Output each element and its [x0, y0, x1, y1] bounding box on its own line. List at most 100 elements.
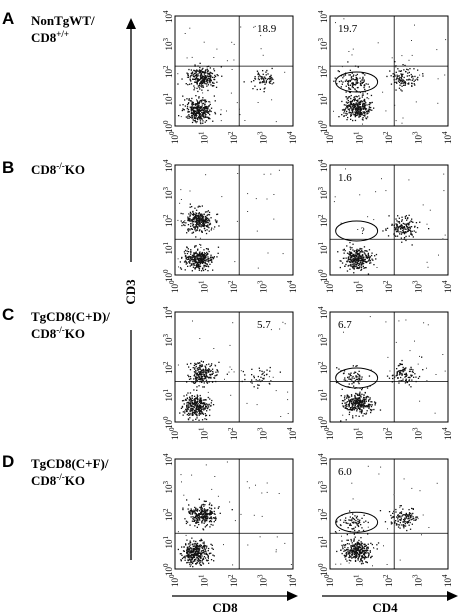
event-dot	[197, 223, 199, 225]
event-dot	[263, 79, 265, 81]
event-dot	[405, 319, 407, 321]
event-dot	[359, 262, 361, 264]
event-dot	[198, 96, 200, 98]
event-dot	[409, 350, 411, 352]
event-dot	[360, 83, 362, 85]
event-dot	[201, 521, 203, 523]
event-dot	[360, 558, 362, 560]
event-dot	[200, 117, 203, 120]
event-dot	[363, 558, 366, 560]
event-dot	[418, 375, 421, 378]
event-dot	[201, 103, 203, 105]
event-dot	[387, 528, 388, 530]
event-dot	[352, 85, 354, 87]
x-tick-label: 101	[353, 574, 365, 587]
event-dot	[196, 373, 198, 375]
event-dot	[353, 114, 355, 116]
event-dot	[194, 214, 197, 216]
event-dot	[189, 262, 191, 264]
event-dot	[200, 550, 202, 552]
event-dot	[211, 517, 213, 519]
event-dot	[201, 371, 203, 373]
event-dot	[370, 556, 372, 558]
event-dot	[190, 516, 192, 518]
event-dot	[284, 323, 286, 325]
event-dot	[190, 362, 192, 365]
event-dot	[359, 519, 361, 521]
panel-genotype-label: NonTgWT/	[31, 13, 95, 28]
event-dot	[266, 78, 269, 80]
event-dot	[394, 61, 396, 63]
event-dot	[206, 514, 209, 516]
event-dot	[408, 379, 411, 381]
event-dot	[352, 243, 354, 245]
event-dot	[364, 551, 366, 554]
event-dot	[196, 515, 198, 518]
event-dot	[200, 72, 202, 74]
event-dot	[357, 229, 359, 230]
event-dot	[194, 382, 196, 384]
event-dot	[190, 213, 192, 215]
event-dot	[199, 205, 201, 208]
event-dot	[203, 500, 205, 502]
event-dot	[198, 265, 200, 267]
event-dot	[405, 378, 407, 380]
event-dot	[359, 109, 361, 111]
event-dot	[402, 82, 404, 84]
event-dot	[196, 401, 198, 403]
event-dot	[351, 72, 353, 74]
event-dot	[192, 554, 194, 557]
event-dot	[205, 263, 207, 265]
event-dot	[359, 247, 361, 250]
event-dot	[362, 103, 364, 105]
event-dot	[354, 103, 356, 105]
event-dot	[184, 410, 186, 412]
event-dot	[351, 403, 354, 406]
event-dot	[196, 550, 198, 553]
event-dot	[363, 112, 366, 114]
event-dot	[216, 74, 218, 76]
y-tick-label: 102	[317, 214, 329, 227]
event-dot	[198, 518, 201, 520]
event-dot	[186, 104, 189, 106]
event-dot	[202, 550, 204, 552]
event-dot	[393, 494, 395, 496]
event-dot	[200, 74, 203, 76]
event-dot	[197, 106, 199, 108]
event-dot	[357, 401, 359, 404]
event-dot	[395, 341, 397, 343]
event-dot	[408, 512, 411, 514]
event-dot	[196, 549, 198, 552]
event-dot	[205, 518, 208, 520]
event-dot	[360, 258, 363, 260]
event-dot	[236, 102, 238, 104]
event-dot	[353, 518, 356, 521]
event-dot	[210, 377, 212, 379]
event-dot	[201, 77, 203, 80]
event-dot	[407, 518, 409, 520]
event-dot	[218, 225, 220, 227]
event-dot	[195, 401, 197, 403]
event-dot	[233, 43, 235, 45]
event-dot	[370, 254, 373, 257]
event-dot	[352, 103, 355, 105]
event-dot	[349, 258, 351, 261]
event-dot	[404, 514, 406, 516]
panel-genotype-label: CD8+/+	[31, 29, 69, 45]
event-dot	[193, 549, 195, 551]
event-dot	[352, 404, 355, 406]
event-dot	[209, 76, 212, 78]
event-dot	[343, 550, 345, 552]
event-dot	[343, 370, 346, 372]
event-dot	[203, 225, 205, 227]
event-dot	[197, 398, 199, 400]
event-dot	[368, 555, 370, 557]
event-dot	[195, 402, 197, 404]
event-dot	[201, 253, 203, 255]
event-dot	[192, 266, 195, 268]
event-dot	[407, 222, 409, 225]
ellipse-gate	[335, 220, 379, 242]
event-dot	[189, 83, 191, 85]
event-dot	[345, 263, 347, 266]
